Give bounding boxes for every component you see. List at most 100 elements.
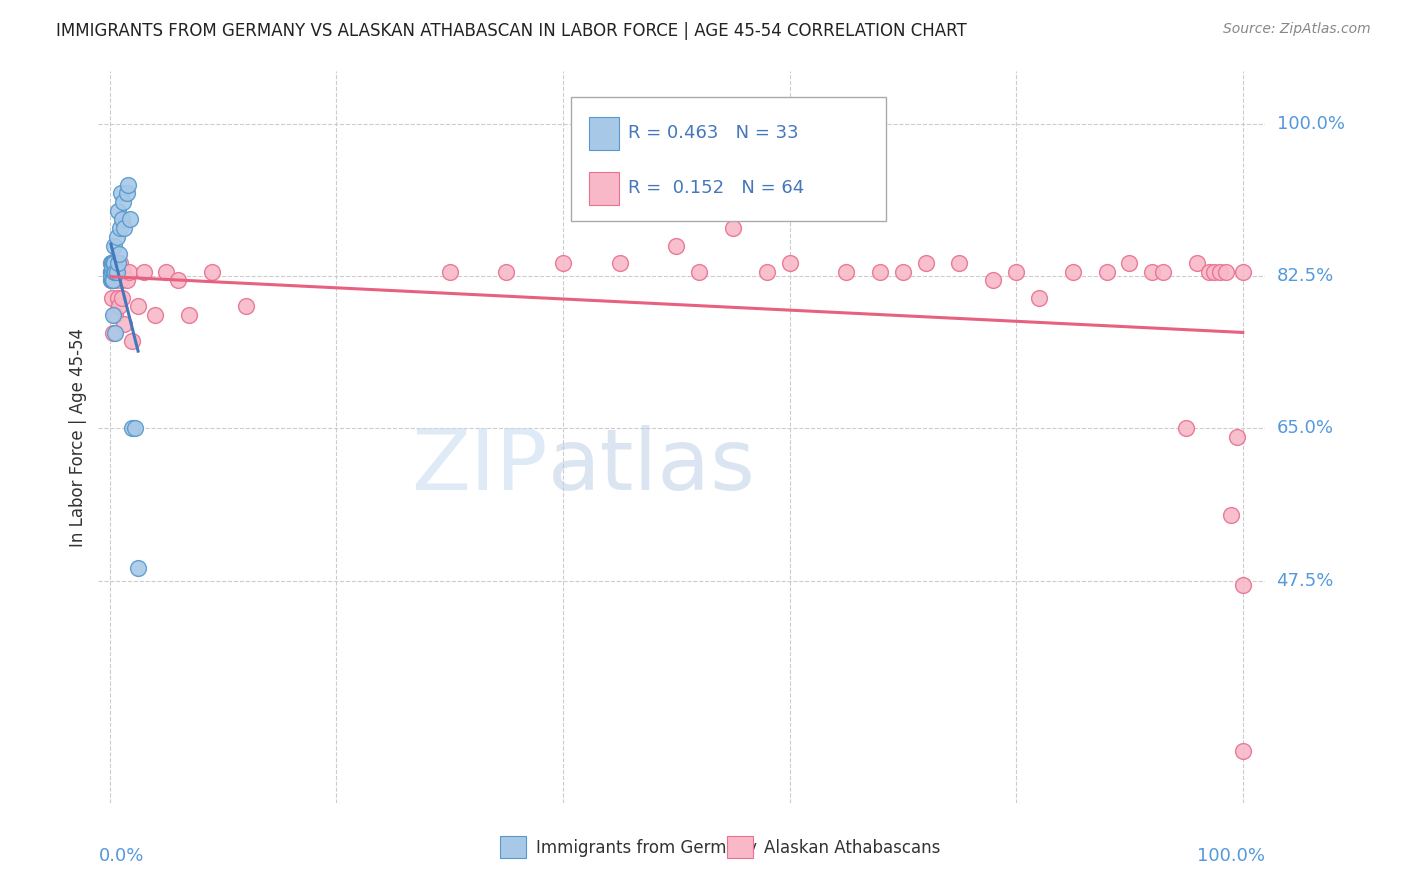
Text: 0.0%: 0.0% [98, 847, 143, 864]
Point [118, 265, 141, 279]
Point [688, 265, 710, 279]
Point [107, 291, 129, 305]
Point [100, 256, 122, 270]
Point [1209, 265, 1232, 279]
Point [1152, 265, 1174, 279]
Text: R =  0.152   N = 64: R = 0.152 N = 64 [628, 179, 804, 197]
FancyBboxPatch shape [589, 171, 619, 205]
Point [155, 265, 177, 279]
Text: Immigrants from Germany: Immigrants from Germany [536, 839, 756, 857]
Point [121, 334, 143, 349]
FancyBboxPatch shape [571, 97, 886, 221]
Point [117, 178, 139, 192]
Point [1118, 256, 1140, 270]
Point [108, 300, 131, 314]
Point [100, 265, 122, 279]
Point [869, 265, 891, 279]
Point [551, 256, 574, 270]
Point [1232, 265, 1254, 279]
Point [100, 273, 122, 287]
Point [101, 256, 124, 270]
Point [105, 229, 128, 244]
Point [101, 273, 124, 287]
Point [201, 265, 224, 279]
Point [721, 221, 744, 235]
Point [1187, 256, 1209, 270]
Point [120, 212, 142, 227]
Point [779, 256, 801, 270]
Text: ZIP: ZIP [411, 425, 548, 508]
Point [891, 265, 914, 279]
Point [1140, 265, 1163, 279]
Point [1198, 265, 1220, 279]
Point [1232, 578, 1254, 592]
Point [103, 273, 125, 287]
Point [127, 300, 149, 314]
Point [1215, 265, 1237, 279]
Point [115, 273, 138, 287]
Point [111, 212, 134, 227]
Point [110, 186, 132, 201]
Point [1175, 421, 1198, 435]
Point [100, 265, 122, 279]
Point [948, 256, 970, 270]
Point [107, 256, 129, 270]
FancyBboxPatch shape [501, 836, 526, 858]
Point [121, 421, 143, 435]
Point [108, 247, 131, 261]
Point [100, 265, 122, 279]
Point [101, 265, 124, 279]
Point [127, 560, 149, 574]
Point [104, 326, 127, 340]
Point [100, 256, 122, 270]
Text: 100.0%: 100.0% [1277, 114, 1344, 133]
Point [1095, 265, 1118, 279]
Point [108, 221, 131, 235]
Point [177, 308, 200, 322]
Point [1232, 743, 1254, 757]
Point [1028, 291, 1050, 305]
Point [110, 273, 132, 287]
Point [100, 268, 122, 283]
Point [439, 265, 461, 279]
Point [103, 256, 125, 270]
Point [101, 291, 124, 305]
Y-axis label: In Labor Force | Age 45-54: In Labor Force | Age 45-54 [69, 327, 87, 547]
Point [124, 421, 146, 435]
Point [112, 194, 135, 209]
Point [104, 273, 127, 287]
Point [101, 265, 124, 279]
Point [114, 317, 136, 331]
Point [112, 265, 135, 279]
Point [495, 265, 517, 279]
Point [111, 291, 134, 305]
Text: 100.0%: 100.0% [1198, 847, 1265, 864]
Point [1005, 265, 1028, 279]
Point [101, 260, 124, 275]
Point [107, 203, 129, 218]
Point [1062, 265, 1084, 279]
Point [755, 265, 778, 279]
Point [103, 256, 125, 270]
Text: IMMIGRANTS FROM GERMANY VS ALASKAN ATHABASCAN IN LABOR FORCE | AGE 45-54 CORRELA: IMMIGRANTS FROM GERMANY VS ALASKAN ATHAB… [56, 22, 967, 40]
Point [104, 265, 127, 279]
Point [108, 256, 131, 270]
Point [143, 308, 166, 322]
Point [132, 265, 155, 279]
Point [101, 273, 124, 287]
Point [235, 300, 257, 314]
Point [101, 265, 124, 279]
Point [609, 256, 631, 270]
Point [1204, 265, 1226, 279]
Point [101, 326, 124, 340]
Point [105, 265, 128, 279]
Point [1226, 430, 1249, 444]
Text: 65.0%: 65.0% [1277, 419, 1333, 437]
Text: atlas: atlas [548, 425, 755, 508]
Point [166, 273, 188, 287]
Text: Alaskan Athabascans: Alaskan Athabascans [763, 839, 941, 857]
Point [115, 186, 138, 201]
Point [114, 221, 136, 235]
Text: 82.5%: 82.5% [1277, 267, 1334, 285]
Point [103, 265, 125, 279]
